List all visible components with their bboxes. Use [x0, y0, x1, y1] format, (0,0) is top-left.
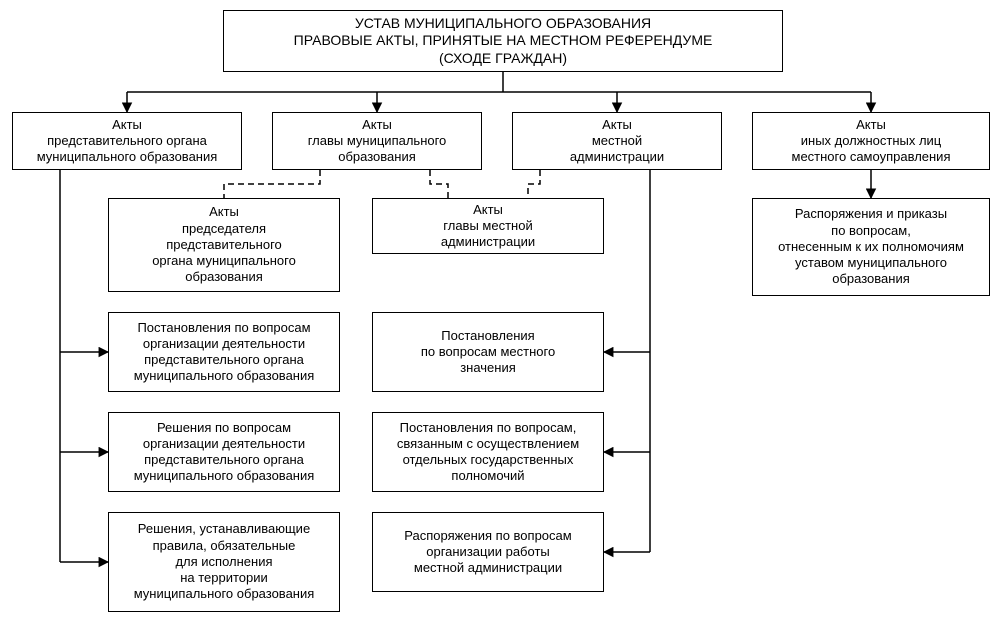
node-r-row1: Постановления по вопросам местного значе…	[372, 312, 604, 392]
text: связанным с осуществлением	[397, 436, 579, 452]
text: муниципального образования	[134, 586, 315, 602]
text: Акты	[362, 117, 392, 133]
text: организации деятельности	[143, 436, 305, 452]
text: Акты	[209, 204, 239, 220]
text: значения	[460, 360, 516, 376]
text: местной	[592, 133, 642, 149]
text: Распоряжения по вопросам	[404, 528, 571, 544]
text: Акты	[112, 117, 142, 133]
text: администрации	[441, 234, 535, 250]
text: организации деятельности	[143, 336, 305, 352]
text: образования	[338, 149, 416, 165]
text: по вопросам,	[831, 223, 911, 239]
text: администрации	[570, 149, 664, 165]
node-col1: Акты представительного органа муниципаль…	[12, 112, 242, 170]
text: полномочий	[451, 468, 524, 484]
text: Акты	[602, 117, 632, 133]
text: главы местной	[443, 218, 532, 234]
text: органа муниципального	[152, 253, 296, 269]
node-mid-left: Акты председателя представительного орга…	[108, 198, 340, 292]
text: Решения, устанавливающие	[138, 521, 310, 537]
text: представительного органа	[47, 133, 207, 149]
text: представительного	[166, 237, 282, 253]
text: на территории	[180, 570, 268, 586]
text: Распоряжения и приказы	[795, 206, 947, 222]
text: ПРАВОВЫЕ АКТЫ, ПРИНЯТЫЕ НА МЕСТНОМ РЕФЕР…	[294, 32, 713, 50]
node-root: УСТАВ МУНИЦИПАЛЬНОГО ОБРАЗОВАНИЯ ПРАВОВЫ…	[223, 10, 783, 72]
text: иных должностных лиц	[801, 133, 942, 149]
text: уставом муниципального	[795, 255, 947, 271]
text: Решения по вопросам	[157, 420, 291, 436]
node-col2: Акты главы муниципального образования	[272, 112, 482, 170]
text: образования	[832, 271, 910, 287]
text: организации работы	[426, 544, 550, 560]
text: для исполнения	[175, 554, 272, 570]
text: представительного органа	[144, 352, 304, 368]
node-mid-right: Акты главы местной администрации	[372, 198, 604, 254]
text: УСТАВ МУНИЦИПАЛЬНОГО ОБРАЗОВАНИЯ	[355, 15, 651, 33]
node-r-row2: Постановления по вопросам, связанным с о…	[372, 412, 604, 492]
node-l-row2: Решения по вопросам организации деятельн…	[108, 412, 340, 492]
text: Постановления по вопросам	[137, 320, 310, 336]
text: образования	[185, 269, 263, 285]
node-l-row3: Решения, устанавливающие правила, обязат…	[108, 512, 340, 612]
text: по вопросам местного	[421, 344, 555, 360]
node-col4: Акты иных должностных лиц местного самоу…	[752, 112, 990, 170]
text: Акты	[473, 202, 503, 218]
text: муниципального образования	[134, 468, 315, 484]
text: представительного органа	[144, 452, 304, 468]
text: Постановления	[441, 328, 534, 344]
text: Постановления по вопросам,	[400, 420, 577, 436]
node-right-detail: Распоряжения и приказы по вопросам, отне…	[752, 198, 990, 296]
node-col3: Акты местной администрации	[512, 112, 722, 170]
text: отдельных государственных	[403, 452, 574, 468]
node-l-row1: Постановления по вопросам организации де…	[108, 312, 340, 392]
text: (СХОДЕ ГРАЖДАН)	[439, 50, 567, 68]
text: местной администрации	[414, 560, 562, 576]
text: местного самоуправления	[792, 149, 951, 165]
text: муниципального образования	[37, 149, 218, 165]
text: муниципального образования	[134, 368, 315, 384]
text: Акты	[856, 117, 886, 133]
text: правила, обязательные	[153, 538, 296, 554]
text: отнесенным к их полномочиям	[778, 239, 964, 255]
text: председателя	[182, 221, 266, 237]
text: главы муниципального	[308, 133, 447, 149]
node-r-row3: Распоряжения по вопросам организации раб…	[372, 512, 604, 592]
